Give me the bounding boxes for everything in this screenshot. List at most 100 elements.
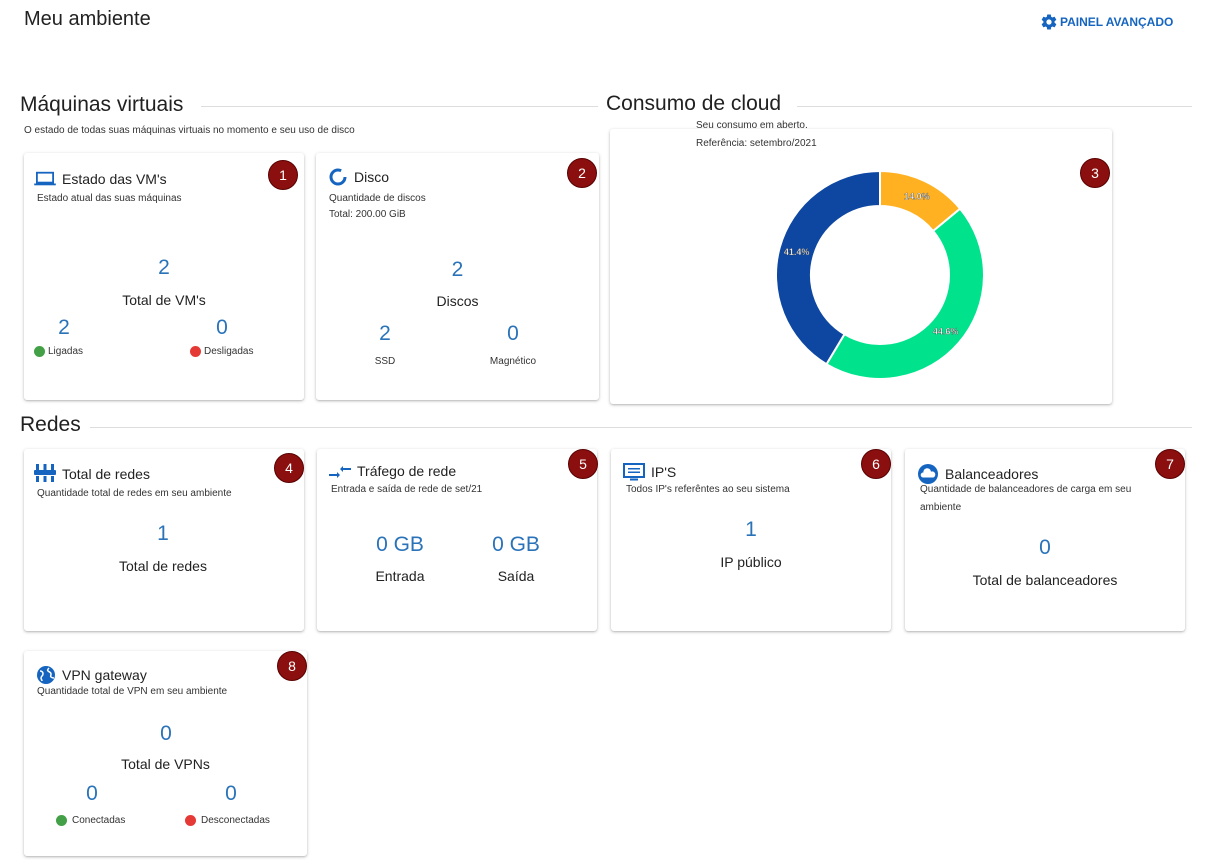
vpn-gateway-card: VPN gateway Quantidade total de VPN em s… bbox=[24, 651, 307, 856]
vm-total-value: 2 bbox=[158, 256, 170, 279]
donut-slice-label: 44.6% bbox=[933, 326, 959, 336]
page-title: Meu ambiente bbox=[24, 8, 151, 30]
disk-total-value: 2 bbox=[451, 258, 464, 281]
step-badge-8: 8 bbox=[277, 651, 307, 681]
gear-icon bbox=[1041, 14, 1057, 30]
vpn-disconnected-legend: Desconectadas bbox=[185, 815, 270, 826]
vpn-disconnected-value: 0 bbox=[225, 782, 237, 805]
swap-arrows-icon bbox=[329, 466, 351, 478]
cloud-section-title: Consumo de cloud bbox=[606, 92, 782, 115]
public-ip-label: IP público bbox=[720, 554, 782, 570]
cloud-line2: Referência: setembro/2021 bbox=[696, 138, 817, 149]
traffic-in-label: Entrada bbox=[375, 568, 425, 584]
network-icon bbox=[34, 464, 56, 482]
vpn-connected-label: Conectadas bbox=[72, 815, 126, 826]
networks-title: Total de redes bbox=[62, 466, 150, 482]
networks-header: Total de redes bbox=[34, 463, 150, 485]
donut-slice[interactable] bbox=[825, 207, 985, 380]
vm-on-label: Ligadas bbox=[48, 346, 84, 357]
green-dot-icon bbox=[56, 815, 67, 826]
vm-section-divider bbox=[201, 106, 598, 107]
networks-label: Total de redes bbox=[119, 558, 207, 574]
vpn-connected-value: 0 bbox=[86, 782, 98, 805]
red-dot-icon bbox=[190, 346, 201, 357]
networks-card: Total de redes Quantidade total de redes… bbox=[24, 449, 304, 631]
vpn-title: VPN gateway bbox=[62, 667, 147, 683]
vm-state-title: Estado das VM's bbox=[62, 171, 167, 187]
cloud-line1: Seu consumo em aberto. bbox=[696, 120, 808, 131]
networks-desc: Quantidade total de redes em seu ambient… bbox=[37, 488, 232, 499]
network-section-title: Redes bbox=[20, 413, 81, 436]
vm-section-subtitle: O estado de todas suas máquinas virtuais… bbox=[24, 125, 355, 136]
disk-card: Disco Quantidade de discos Total: 200.00… bbox=[316, 153, 599, 400]
cloud-icon bbox=[918, 464, 938, 484]
traffic-card: Tráfego de rede Entrada e saída de rede … bbox=[317, 449, 598, 631]
donut-slice[interactable] bbox=[775, 169, 881, 366]
load-balancers-title: Balanceadores bbox=[945, 466, 1039, 482]
vm-total-label: Total de VM's bbox=[122, 292, 206, 308]
vm-state-card: Estado das VM's Estado atual das suas má… bbox=[24, 153, 304, 400]
vm-section-title: Máquinas virtuais bbox=[20, 93, 184, 116]
load-balancers-value: 0 bbox=[1039, 536, 1051, 559]
laptop-icon bbox=[34, 171, 56, 186]
vpn-header: VPN gateway bbox=[36, 665, 147, 685]
green-dot-icon bbox=[34, 346, 45, 357]
load-balancers-header: Balanceadores bbox=[917, 463, 1038, 485]
load-balancers-card: Balanceadores Quantidade de balanceadore… bbox=[905, 449, 1185, 631]
network-section-divider bbox=[90, 427, 1192, 428]
vpn-total-value: 0 bbox=[160, 722, 172, 745]
load-balancers-label: Total de balanceadores bbox=[972, 572, 1118, 588]
traffic-header: Tráfego de rede bbox=[329, 463, 456, 479]
traffic-out-label: Saída bbox=[497, 568, 535, 584]
traffic-title: Tráfego de rede bbox=[357, 463, 457, 479]
donut-progress-icon bbox=[329, 168, 347, 186]
cloud-section-divider bbox=[797, 106, 1192, 107]
load-balancers-desc: Quantidade de balanceadores de carga em … bbox=[920, 484, 1132, 513]
vm-off-value: 0 bbox=[216, 316, 228, 339]
networks-value: 1 bbox=[157, 522, 169, 545]
disk-header: Disco bbox=[328, 167, 389, 187]
disk-total-size: Total: 200.00 GiB bbox=[329, 209, 406, 220]
red-dot-icon bbox=[185, 815, 196, 826]
ips-header: IP'S bbox=[623, 463, 676, 481]
globe-icon bbox=[37, 666, 55, 684]
magnetic-label: Magnético bbox=[489, 356, 537, 367]
magnetic-value: 0 bbox=[507, 322, 519, 345]
vm-on-value: 2 bbox=[58, 316, 70, 339]
cloud-donut-chart: 14.0% 44.6% 41.4% bbox=[775, 169, 985, 380]
cloud-consumption-card: Seu consumo em aberto. Referência: setem… bbox=[610, 120, 1112, 404]
step-badge-2: 2 bbox=[567, 158, 597, 188]
traffic-desc: Entrada e saída de rede de set/21 bbox=[331, 484, 483, 495]
advanced-panel-label: PAINEL AVANÇADO bbox=[1060, 15, 1174, 29]
vm-off-label: Desligadas bbox=[204, 346, 254, 357]
vpn-desc: Quantidade total de VPN em seu ambiente bbox=[37, 686, 228, 697]
vm-state-header: Estado das VM's bbox=[34, 170, 167, 188]
disk-total-label: Discos bbox=[436, 293, 479, 309]
vpn-disconnected-label: Desconectadas bbox=[201, 815, 270, 826]
step-badge-3: 3 bbox=[1080, 158, 1110, 188]
ips-card: IP'S Todos IP's referêntes ao seu sistem… bbox=[611, 449, 891, 631]
step-badge-1: 1 bbox=[268, 160, 298, 190]
ips-desc: Todos IP's referêntes ao seu sistema bbox=[626, 484, 790, 495]
disk-desc: Quantidade de discos bbox=[329, 193, 426, 204]
donut-slice-label: 14.0% bbox=[904, 192, 930, 202]
traffic-out-value: 0 GB bbox=[492, 533, 540, 556]
vm-state-desc: Estado atual das suas máquinas bbox=[37, 193, 182, 204]
donut-slice-label: 41.4% bbox=[784, 247, 810, 257]
disk-title: Disco bbox=[354, 169, 390, 185]
advanced-panel-button[interactable]: PAINEL AVANÇADO bbox=[1040, 13, 1173, 31]
ssd-value: 2 bbox=[379, 322, 391, 345]
traffic-in-value: 0 GB bbox=[376, 533, 424, 556]
step-badge-6: 6 bbox=[861, 449, 891, 479]
list-monitor-icon bbox=[623, 463, 645, 481]
vpn-connected-legend: Conectadas bbox=[56, 815, 125, 826]
public-ip-value: 1 bbox=[745, 518, 757, 541]
vm-on-legend: Ligadas bbox=[34, 346, 83, 357]
step-badge-5: 5 bbox=[568, 449, 598, 479]
ssd-label: SSD bbox=[374, 356, 396, 367]
ips-title: IP'S bbox=[651, 464, 677, 480]
step-badge-4: 4 bbox=[274, 453, 304, 483]
step-badge-7: 7 bbox=[1155, 449, 1185, 479]
vpn-total-label: Total de VPNs bbox=[121, 756, 210, 772]
vm-off-legend: Desligadas bbox=[190, 346, 253, 357]
